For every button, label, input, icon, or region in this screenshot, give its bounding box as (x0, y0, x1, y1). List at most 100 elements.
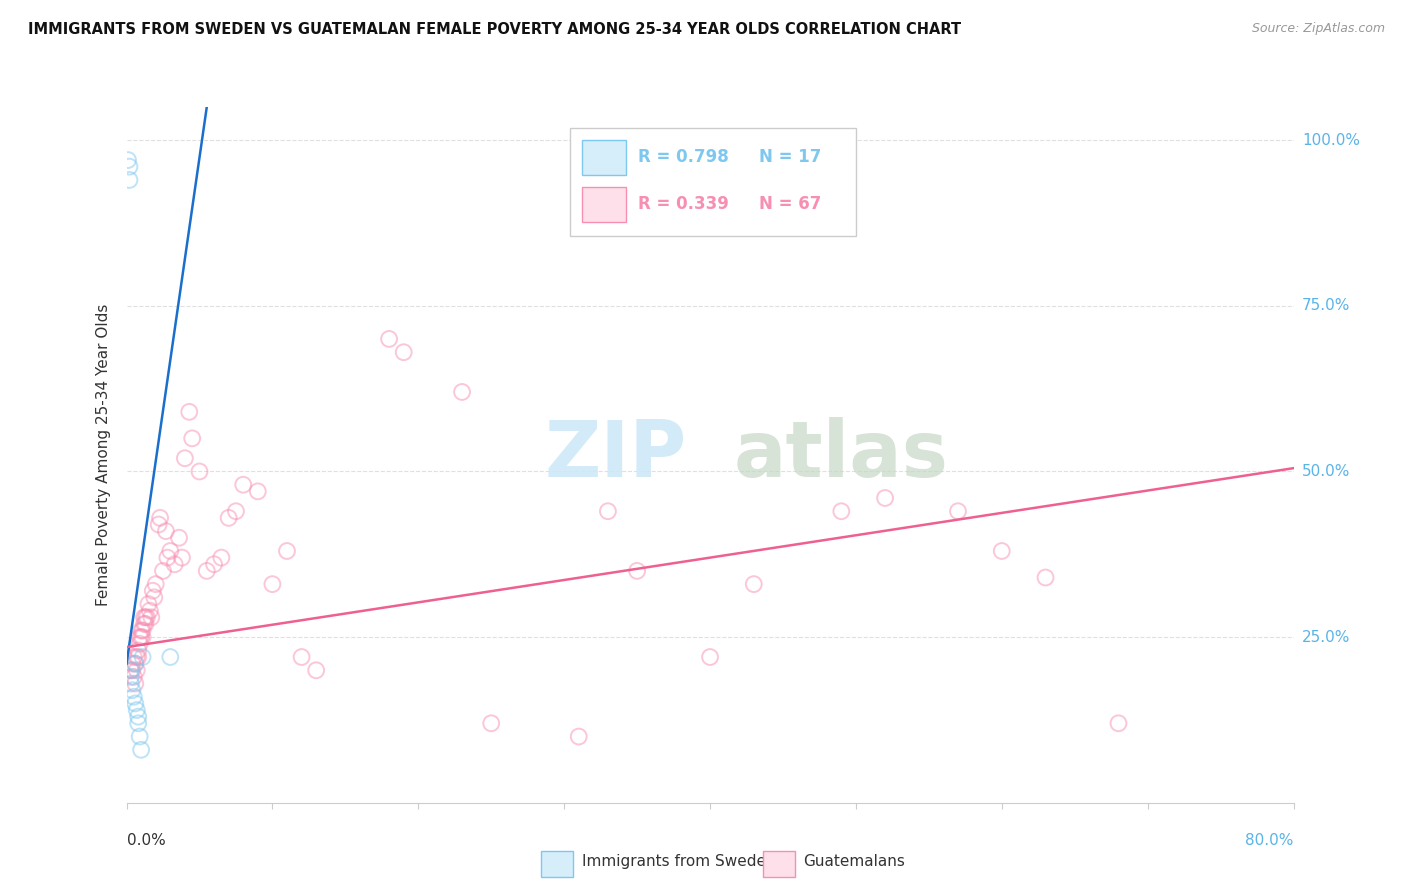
Point (143, 591, 166, 605)
Point (167, 531, 190, 545)
Point (131, 630, 153, 644)
Point (305, 663, 328, 677)
Point (246, 484, 269, 499)
Text: 100.0%: 100.0% (1302, 133, 1360, 148)
Point (596, 504, 619, 518)
Point (125, 663, 148, 677)
Point (152, 564, 174, 578)
Point (742, 577, 765, 591)
Point (128, 730, 150, 744)
Point (946, 504, 969, 518)
Point (209, 550, 232, 565)
Point (195, 564, 218, 578)
Point (1108, 716, 1130, 731)
Point (155, 524, 177, 538)
Text: 50.0%: 50.0% (1302, 464, 1350, 479)
Point (117, 153, 139, 167)
Point (127, 709, 149, 723)
Point (120, 670, 142, 684)
Point (830, 504, 852, 518)
Text: N = 17: N = 17 (759, 148, 821, 166)
Point (159, 650, 181, 665)
Point (262, 577, 284, 591)
Point (129, 743, 152, 757)
Point (875, 491, 897, 505)
Point (138, 597, 160, 611)
Point (139, 604, 162, 618)
Text: R = 0.339: R = 0.339 (638, 195, 728, 213)
Point (131, 650, 153, 665)
Point (568, 730, 591, 744)
Point (120, 676, 142, 690)
Point (122, 670, 145, 684)
Point (134, 610, 156, 624)
Point (125, 703, 148, 717)
Point (124, 697, 146, 711)
Point (122, 690, 145, 704)
Point (127, 643, 149, 657)
Point (124, 676, 146, 690)
Point (132, 616, 155, 631)
Point (1035, 570, 1057, 584)
Text: R = 0.798: R = 0.798 (638, 148, 728, 166)
Text: atlas: atlas (734, 417, 948, 493)
Text: 0.0%: 0.0% (127, 833, 166, 848)
Text: ZIP: ZIP (544, 417, 686, 493)
Point (129, 630, 152, 644)
Text: N = 67: N = 67 (759, 195, 821, 213)
Point (290, 650, 312, 665)
Point (451, 384, 474, 399)
Point (127, 716, 149, 731)
Text: 25.0%: 25.0% (1302, 630, 1350, 645)
Point (120, 663, 142, 677)
Point (132, 610, 155, 624)
Point (225, 504, 247, 518)
Point (134, 616, 156, 631)
Point (276, 544, 298, 558)
Point (148, 517, 170, 532)
Text: IMMIGRANTS FROM SWEDEN VS GUATEMALAN FEMALE POVERTY AMONG 25-34 YEAR OLDS CORREL: IMMIGRANTS FROM SWEDEN VS GUATEMALAN FEM… (28, 22, 962, 37)
Point (118, 173, 141, 187)
Point (188, 465, 211, 479)
Point (141, 610, 163, 624)
Point (159, 544, 181, 558)
Point (128, 637, 150, 651)
FancyBboxPatch shape (541, 851, 574, 877)
Point (125, 650, 148, 665)
Point (990, 544, 1012, 558)
Point (129, 624, 152, 638)
Point (179, 405, 201, 419)
Point (392, 345, 415, 359)
Point (122, 650, 145, 665)
Point (174, 451, 197, 466)
Point (218, 511, 240, 525)
Point (128, 630, 150, 644)
Point (232, 477, 254, 491)
Text: 80.0%: 80.0% (1246, 833, 1294, 848)
Point (142, 583, 165, 598)
Point (127, 650, 149, 665)
Point (626, 564, 648, 578)
Point (131, 624, 153, 638)
Point (120, 663, 142, 677)
Point (202, 558, 225, 572)
Point (479, 716, 502, 731)
Point (124, 657, 146, 671)
Point (118, 160, 141, 174)
Point (378, 332, 401, 346)
Point (145, 577, 167, 591)
Point (124, 657, 146, 671)
Point (149, 511, 172, 525)
Y-axis label: Female Poverty Among 25-34 Year Olds: Female Poverty Among 25-34 Year Olds (96, 304, 111, 606)
Text: 75.0%: 75.0% (1302, 298, 1350, 313)
Point (121, 683, 143, 698)
Point (136, 610, 159, 624)
Text: Source: ZipAtlas.com: Source: ZipAtlas.com (1251, 22, 1385, 36)
Point (181, 431, 204, 445)
Text: Guatemalans: Guatemalans (803, 855, 905, 870)
FancyBboxPatch shape (582, 140, 626, 175)
Point (170, 550, 193, 565)
FancyBboxPatch shape (762, 851, 796, 877)
Point (156, 550, 179, 565)
FancyBboxPatch shape (582, 187, 626, 222)
